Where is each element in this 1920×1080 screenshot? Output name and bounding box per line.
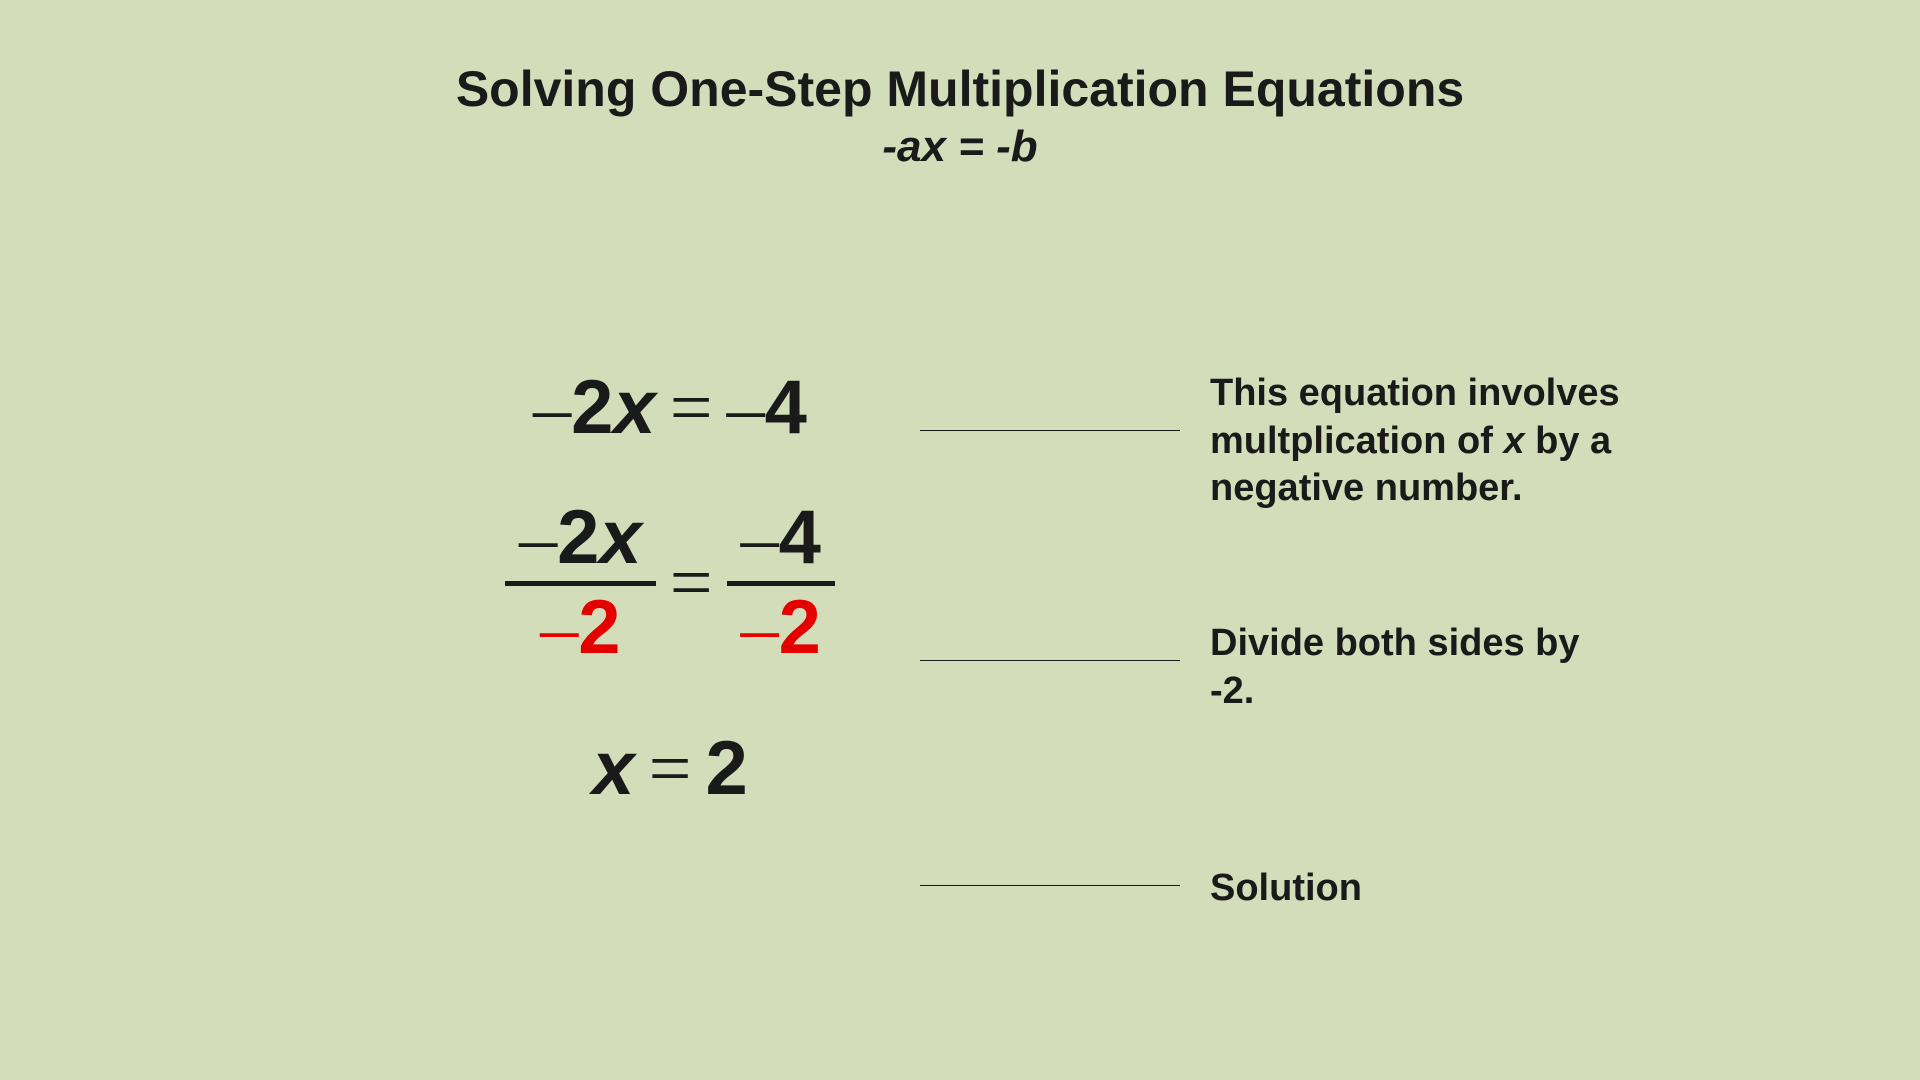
equation-row-1: –2x = –4 [420, 370, 920, 446]
annotation-1: This equation involves multplication of … [1210, 370, 1730, 513]
eq2-lhs-den-val: 2 [578, 585, 620, 670]
eq2-lhs-den-minus: – [540, 586, 578, 670]
eq1-rhs-minus: – [727, 370, 765, 446]
eq3-lhs-var: x [592, 731, 634, 807]
annotation-2: Divide both sides by -2. [1210, 620, 1630, 715]
connector-1 [920, 430, 1180, 431]
title-block: Solving One-Step Multiplication Equation… [0, 60, 1920, 172]
eq2-lhs-num-var: x [599, 495, 641, 580]
eq2-rhs-fraction: –4 –2 [727, 496, 835, 671]
connector-3 [920, 885, 1180, 886]
eq2-lhs-fraction: –2x –2 [505, 496, 656, 671]
eq3-rhs-val: 2 [705, 731, 747, 807]
equation-row-3: x = 2 [420, 731, 920, 807]
eq2-rhs-den-minus: – [741, 586, 779, 670]
equation-area: –2x = –4 –2x –2 = –4 –2 x = 2 [420, 370, 920, 807]
eq2-lhs-denominator: –2 [526, 586, 634, 671]
eq2-equals: = [670, 545, 713, 621]
page-title: Solving One-Step Multiplication Equation… [0, 60, 1920, 118]
eq1-lhs-var: x [613, 370, 655, 446]
eq1-equals: = [670, 370, 713, 446]
equation-row-2: –2x –2 = –4 –2 [420, 496, 920, 671]
eq2-rhs-denominator: –2 [727, 586, 835, 671]
eq1-lhs-coeff: 2 [571, 370, 613, 446]
eq2-lhs-num-coeff: 2 [557, 495, 599, 580]
eq2-rhs-num-minus: – [741, 496, 779, 580]
eq1-rhs-val: 4 [765, 370, 807, 446]
eq2-rhs-numerator: –4 [727, 496, 835, 581]
eq2-rhs-den-val: 2 [779, 585, 821, 670]
eq2-lhs-numerator: –2x [505, 496, 656, 581]
eq1-lhs-minus: – [533, 370, 571, 446]
connector-2 [920, 660, 1180, 661]
eq3-equals: = [649, 731, 692, 807]
eq2-rhs-num-val: 4 [779, 495, 821, 580]
eq2-lhs-num-minus: – [519, 496, 557, 580]
annotation-3: Solution [1210, 865, 1510, 913]
annotation-1-var: x [1503, 420, 1524, 462]
page-subtitle: -ax = -b [0, 122, 1920, 172]
